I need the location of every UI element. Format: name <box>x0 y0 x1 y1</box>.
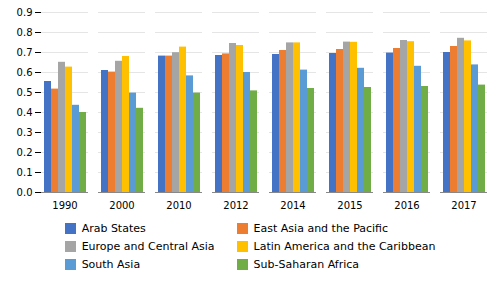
svg-text:2017: 2017 <box>451 200 476 211</box>
svg-text:2014: 2014 <box>280 200 305 211</box>
svg-text:0.3: 0.3 <box>17 127 33 138</box>
svg-text:0.1: 0.1 <box>17 167 33 178</box>
html-text:South Asia: South Asia <box>81 258 141 271</box>
html-text:Sub-Saharan Africa: Sub-Saharan Africa <box>253 258 360 271</box>
svg-text:2015: 2015 <box>337 200 362 211</box>
html-text:Europe and Central Asia: Europe and Central Asia <box>81 240 215 253</box>
svg-text:2016: 2016 <box>394 200 419 211</box>
svg-text:2000: 2000 <box>109 200 134 211</box>
svg-text:0.8: 0.8 <box>17 27 33 38</box>
svg-text:0.9: 0.9 <box>17 7 33 18</box>
html-text:East Asia and the Pacific: East Asia and the Pacific <box>253 222 389 235</box>
svg-text:0.2: 0.2 <box>17 147 33 158</box>
svg-text:0.0: 0.0 <box>17 187 33 198</box>
svg-text:0.5: 0.5 <box>17 87 33 98</box>
svg-text:1990: 1990 <box>52 200 77 211</box>
svg-text:2010: 2010 <box>166 200 191 211</box>
svg-text:0.7: 0.7 <box>17 47 33 58</box>
svg-text:2012: 2012 <box>223 200 248 211</box>
svg-text:0.6: 0.6 <box>17 67 33 78</box>
html-text:Latin America and the Caribbea: Latin America and the Caribbean <box>253 240 436 253</box>
html-text:Arab States: Arab States <box>81 222 146 235</box>
svg-text:0.4: 0.4 <box>17 107 33 118</box>
